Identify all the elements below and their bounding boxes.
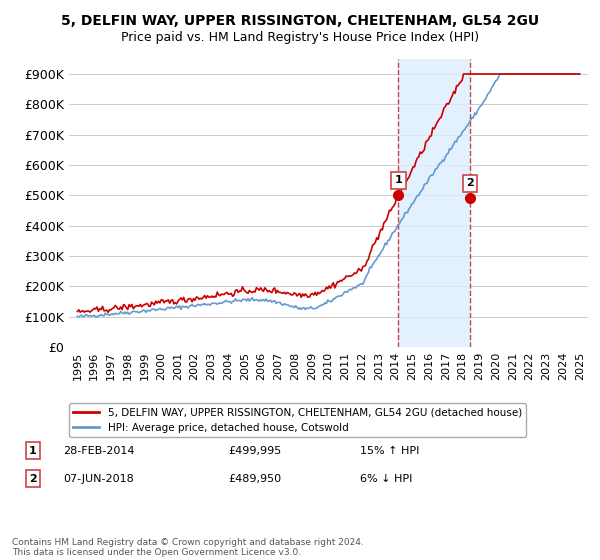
Legend: 5, DELFIN WAY, UPPER RISSINGTON, CHELTENHAM, GL54 2GU (detached house), HPI: Ave: 5, DELFIN WAY, UPPER RISSINGTON, CHELTEN… xyxy=(69,403,526,437)
Text: 1: 1 xyxy=(29,446,37,456)
Text: 1: 1 xyxy=(394,175,402,185)
Text: 28-FEB-2014: 28-FEB-2014 xyxy=(63,446,134,456)
Text: 15% ↑ HPI: 15% ↑ HPI xyxy=(360,446,419,456)
Text: Price paid vs. HM Land Registry's House Price Index (HPI): Price paid vs. HM Land Registry's House … xyxy=(121,31,479,44)
Text: Contains HM Land Registry data © Crown copyright and database right 2024.
This d: Contains HM Land Registry data © Crown c… xyxy=(12,538,364,557)
Text: 2: 2 xyxy=(466,178,473,188)
Text: 6% ↓ HPI: 6% ↓ HPI xyxy=(360,474,412,484)
Text: 5, DELFIN WAY, UPPER RISSINGTON, CHELTENHAM, GL54 2GU: 5, DELFIN WAY, UPPER RISSINGTON, CHELTEN… xyxy=(61,14,539,28)
Text: 2: 2 xyxy=(29,474,37,484)
Text: £499,995: £499,995 xyxy=(228,446,281,456)
Bar xyxy=(398,59,470,347)
Text: 07-JUN-2018: 07-JUN-2018 xyxy=(63,474,134,484)
Text: £489,950: £489,950 xyxy=(228,474,281,484)
